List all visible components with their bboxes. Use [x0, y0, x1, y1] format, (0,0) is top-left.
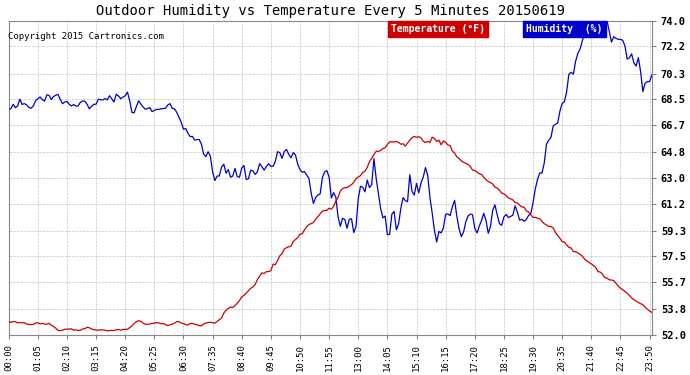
- Text: Humidity  (%): Humidity (%): [526, 24, 603, 34]
- Title: Outdoor Humidity vs Temperature Every 5 Minutes 20150619: Outdoor Humidity vs Temperature Every 5 …: [96, 4, 564, 18]
- Text: Temperature (°F): Temperature (°F): [391, 24, 485, 34]
- Text: Copyright 2015 Cartronics.com: Copyright 2015 Cartronics.com: [8, 32, 164, 41]
